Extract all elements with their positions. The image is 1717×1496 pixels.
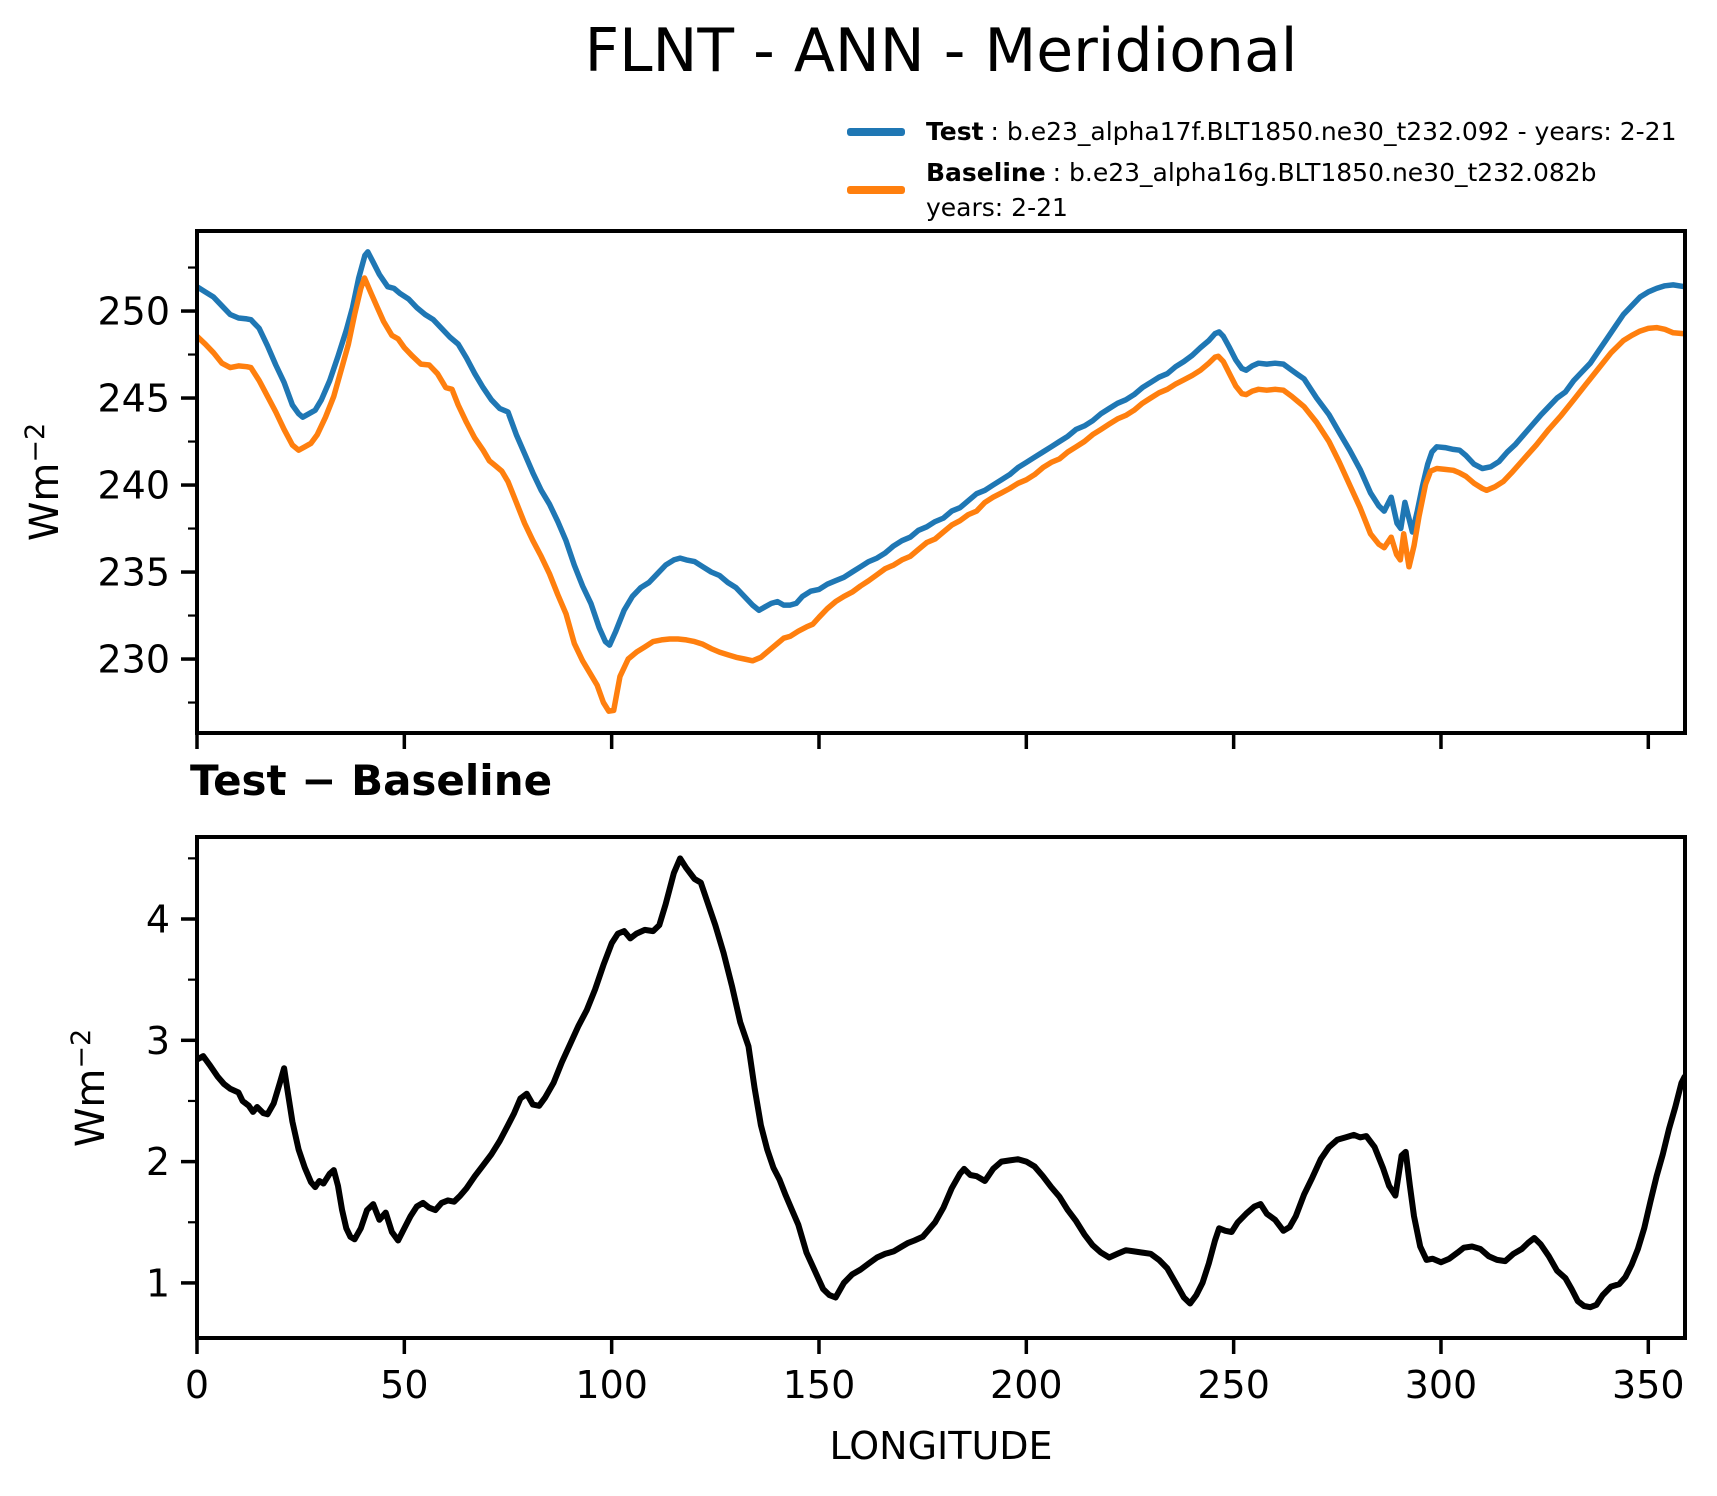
baseline-line-swatch — [847, 186, 905, 194]
legend: Test: b.e23_alpha17f.BLT1850.ne30_t232.0… — [847, 114, 1676, 231]
y-tick-label: 4 — [146, 898, 170, 942]
legend-test-label: Test — [926, 117, 984, 146]
panel-2-border — [195, 835, 1687, 1340]
test-line — [197, 249, 1685, 648]
y-tick-label: 3 — [146, 1019, 170, 1063]
y-tick-label: 2 — [146, 1140, 170, 1184]
baseline-line — [197, 275, 1685, 714]
x-tick-label: 300 — [1405, 1363, 1478, 1407]
y-tick-label: 245 — [97, 377, 170, 421]
x-axis-label: LONGITUDE — [829, 1424, 1053, 1468]
x-tick-label: 50 — [380, 1363, 428, 1407]
x-tick-label: 0 — [185, 1363, 209, 1407]
legend-item-test-text: Test: b.e23_alpha17f.BLT1850.ne30_t232.0… — [926, 114, 1676, 149]
legend-item-baseline-text: Baseline: b.e23_alpha16g.BLT1850.ne30_t2… — [926, 155, 1597, 225]
x-tick-label: 150 — [783, 1363, 856, 1407]
panel-1-border — [195, 229, 1687, 735]
y-tick-label: 1 — [146, 1261, 170, 1305]
x-tick-label: 250 — [1197, 1363, 1270, 1407]
legend-baseline-label: Baseline — [926, 158, 1046, 187]
legend-test-desc: : b.e23_alpha17f.BLT1850.ne30_t232.092 -… — [990, 117, 1677, 146]
x-tick-label: 350 — [1612, 1363, 1685, 1407]
y-tick-label: 250 — [97, 290, 170, 334]
test-baseline-line — [197, 855, 1685, 1311]
y-tick-label: 230 — [97, 638, 170, 682]
panel2-title: Test − Baseline — [190, 756, 553, 805]
x-tick-label: 200 — [990, 1363, 1063, 1407]
legend-baseline-desc: : b.e23_alpha16g.BLT1850.ne30_t232.082b — [1052, 158, 1597, 187]
test-line-swatch — [847, 127, 905, 136]
legend-item-baseline: Baseline: b.e23_alpha16g.BLT1850.ne30_t2… — [847, 155, 1676, 225]
y-tick-label: 240 — [97, 464, 170, 508]
legend-item-test: Test: b.e23_alpha17f.BLT1850.ne30_t232.0… — [847, 114, 1676, 149]
chart-title: FLNT - ANN - Meridional — [584, 16, 1298, 86]
y-tick-label: 235 — [97, 551, 170, 595]
x-tick-label: 100 — [575, 1363, 648, 1407]
legend-baseline-desc-line2: years: 2-21 — [926, 193, 1068, 222]
